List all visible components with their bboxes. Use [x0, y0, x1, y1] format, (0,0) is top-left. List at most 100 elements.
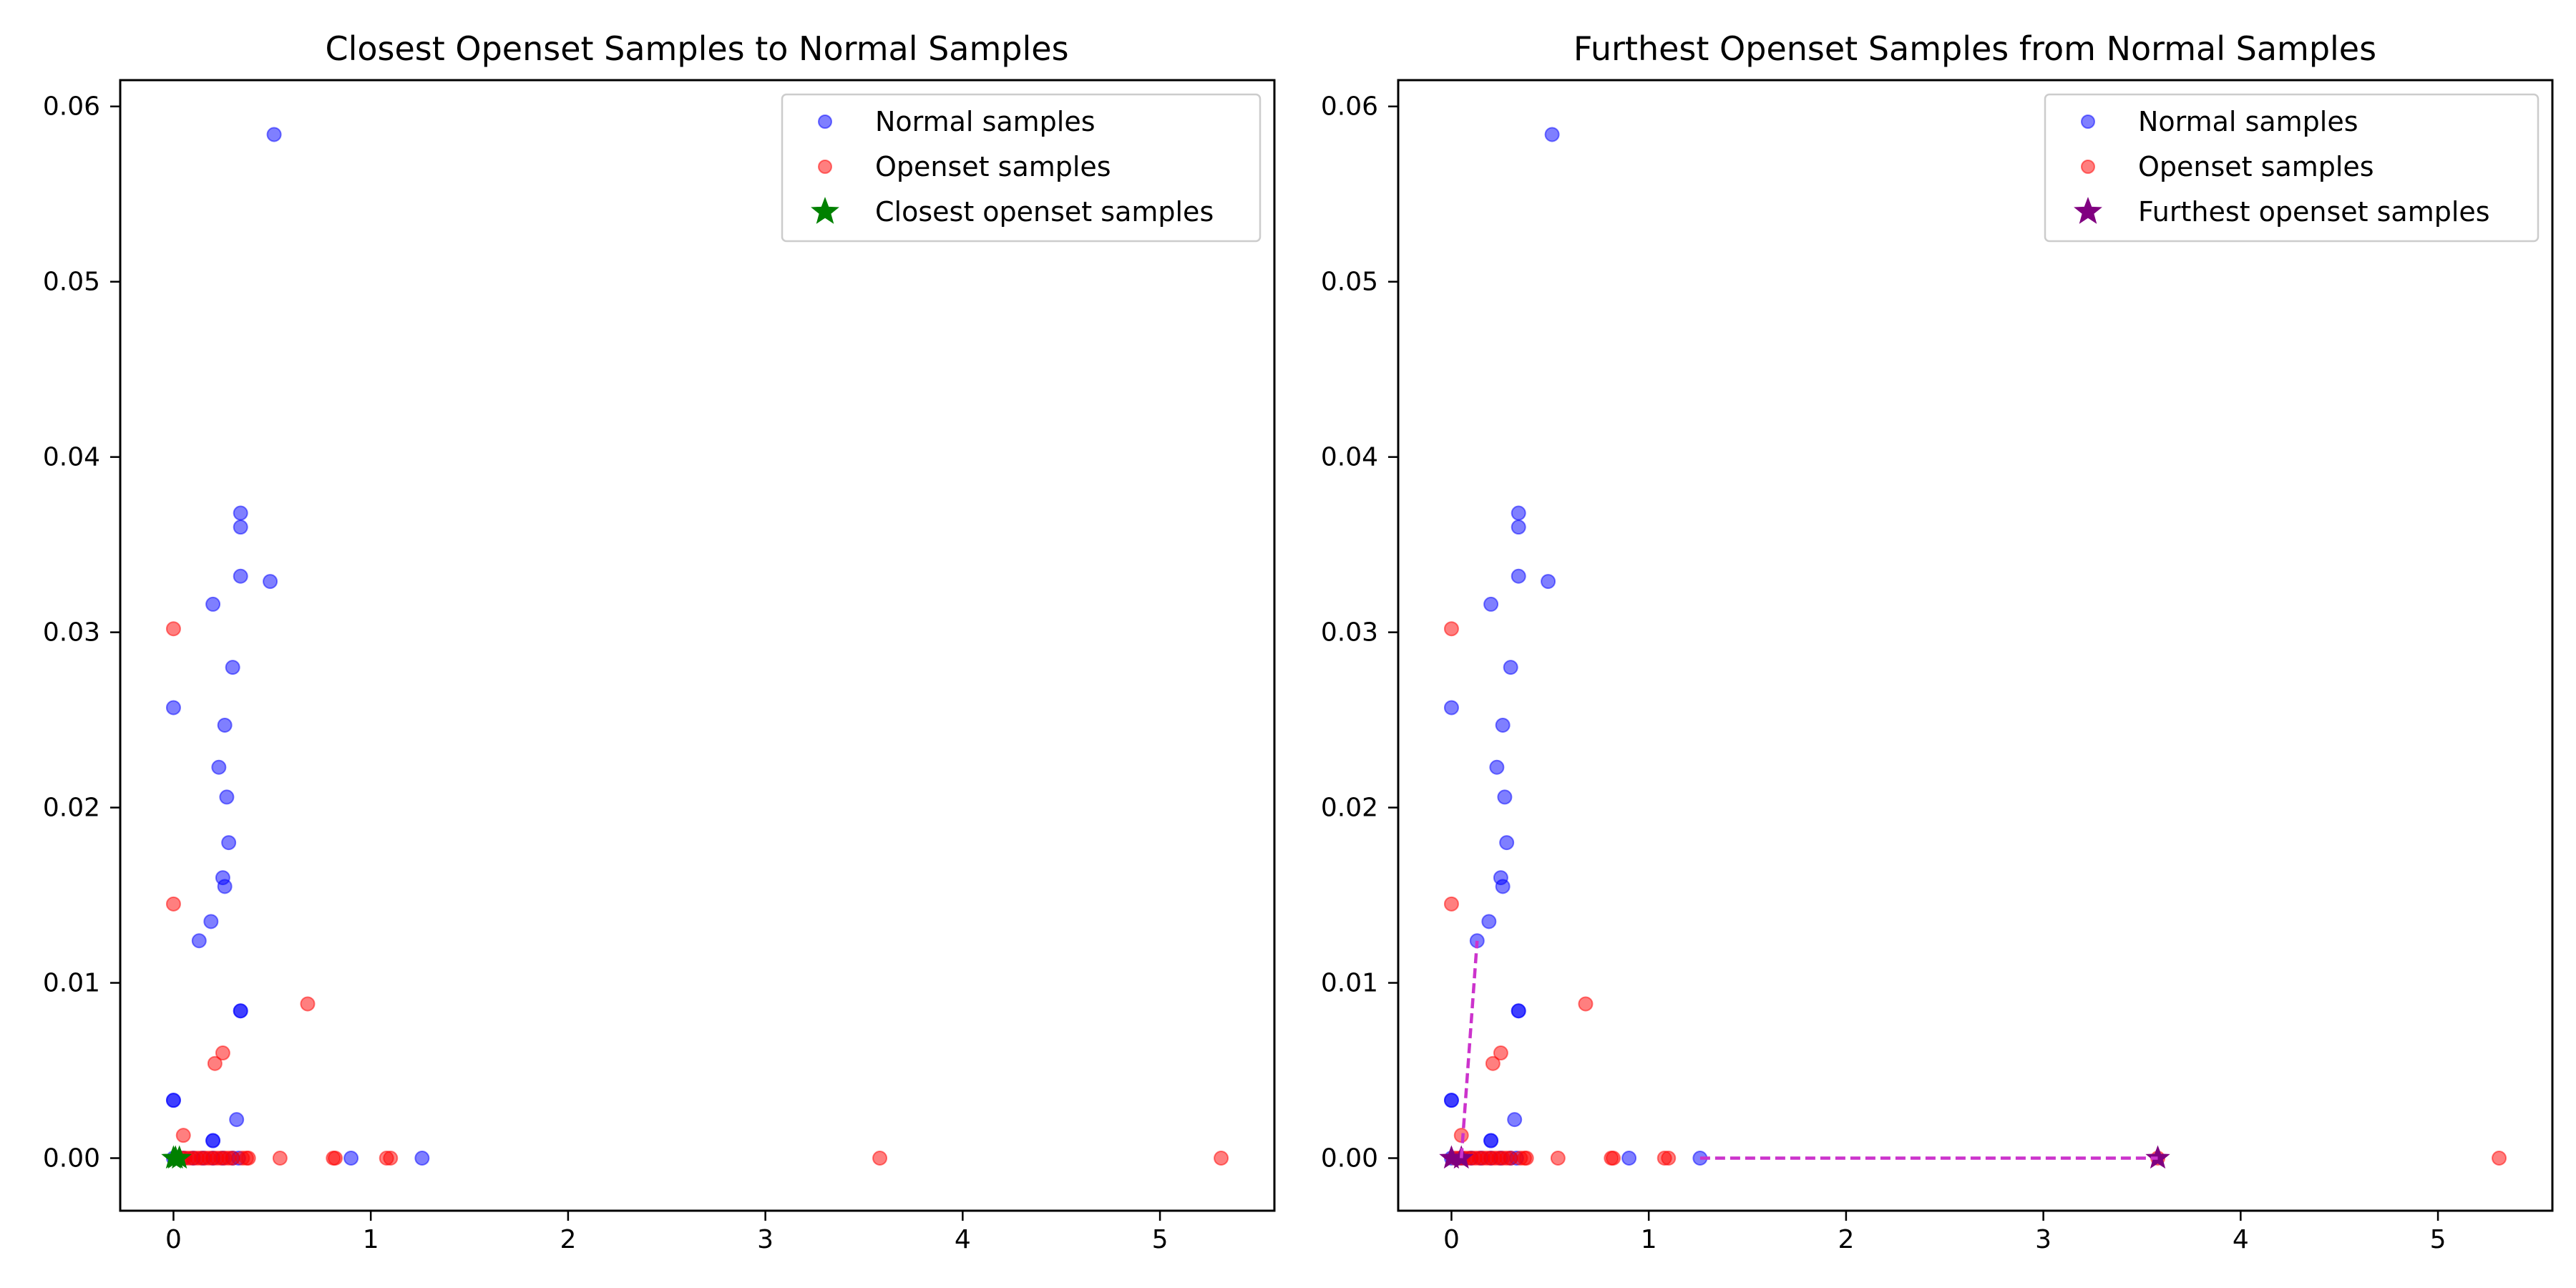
x-tick-label: 0: [165, 1225, 182, 1254]
legend-marker: [811, 197, 839, 224]
data-point: [272, 1151, 288, 1166]
data-point: [1483, 1133, 1499, 1148]
legend-label: Openset samples: [2138, 151, 2374, 182]
y-tick-label: 0.02: [1321, 794, 1378, 823]
y-tick-label: 0.03: [1321, 618, 1378, 648]
data-point: [343, 1151, 359, 1166]
data-point: [1578, 996, 1594, 1012]
x-tick-label: 0: [1443, 1225, 1460, 1254]
axes-frame: [1397, 79, 2554, 1212]
data-point: [1481, 914, 1497, 930]
data-point: [1541, 574, 1556, 590]
data-point: [1499, 835, 1515, 851]
legend-box: [781, 93, 1262, 243]
data-point: [1511, 568, 1526, 584]
data-point: [1511, 519, 1526, 535]
data-point: [1214, 1151, 1229, 1166]
data-point: [1497, 789, 1513, 805]
data-point: [229, 1112, 245, 1128]
legend-box: [2044, 93, 2540, 243]
x-tick-label: 3: [2035, 1225, 2051, 1254]
x-tick-label: 5: [1152, 1225, 1169, 1254]
chart-title: Closest Openset Samples to Normal Sample…: [325, 29, 1068, 68]
x-tick-label: 4: [955, 1225, 971, 1254]
chart-panel-left: Closest Openset Samples to Normal Sample…: [43, 29, 1276, 1254]
y-tick-label: 0.02: [43, 794, 100, 823]
data-point: [211, 759, 227, 775]
data-point: [165, 896, 181, 912]
legend-marker: [2081, 114, 2095, 129]
data-point: [1485, 1055, 1501, 1071]
legend-label: Closest openset samples: [875, 196, 1214, 228]
x-tick-label: 2: [1838, 1225, 1854, 1254]
data-point: [1493, 1045, 1508, 1061]
y-tick-label: 0.04: [43, 443, 100, 472]
legend-marker: [2081, 160, 2095, 174]
legend-marker: [818, 114, 832, 129]
legend-marker: [2074, 197, 2102, 224]
data-point: [1507, 1112, 1523, 1128]
y-tick-label: 0.05: [43, 268, 100, 297]
chart-title: Furthest Openset Samples from Normal Sam…: [1574, 29, 2376, 68]
data-point: [240, 1151, 256, 1166]
data-point: [205, 596, 221, 612]
x-tick-label: 3: [757, 1225, 774, 1254]
data-point: [300, 996, 316, 1012]
data-point: [207, 1055, 223, 1071]
data-point: [1443, 700, 1459, 716]
data-point: [217, 717, 233, 733]
data-point: [1518, 1151, 1534, 1166]
chart-panel-right: Furthest Openset Samples from Normal Sam…: [1321, 29, 2554, 1254]
data-point: [1511, 505, 1526, 521]
data-point: [2492, 1151, 2507, 1166]
legend-marker: [818, 160, 832, 174]
y-tick-label: 0.03: [43, 618, 100, 648]
legend: Normal samples Openset samples Closest ope…: [781, 93, 1262, 243]
data-point: [266, 127, 282, 142]
data-point: [414, 1151, 430, 1166]
data-point: [1489, 759, 1505, 775]
highlight-star-marker: [2145, 1145, 2170, 1169]
data-point: [383, 1151, 399, 1166]
data-point: [872, 1151, 888, 1166]
data-point: [225, 660, 240, 675]
data-point: [215, 1045, 230, 1061]
legend-label: Normal samples: [875, 106, 1096, 137]
data-point: [1443, 621, 1459, 637]
legend: Normal samples Openset samples Furthest op…: [2044, 93, 2540, 243]
data-point: [1503, 660, 1518, 675]
y-tick-label: 0.05: [1321, 268, 1378, 297]
data-point: [217, 879, 233, 894]
data-point: [1606, 1151, 1621, 1166]
y-tick-label: 0.01: [1321, 969, 1378, 998]
highlight-star-marker: [167, 1145, 192, 1169]
data-point: [233, 505, 248, 521]
x-tick-label: 1: [1641, 1225, 1657, 1254]
y-tick-label: 0.06: [1321, 92, 1378, 122]
data-point: [1443, 1093, 1459, 1108]
y-tick-label: 0.00: [1321, 1144, 1378, 1174]
data-point: [165, 621, 181, 637]
y-tick-label: 0.06: [43, 92, 100, 122]
data-point: [175, 1128, 191, 1143]
data-point: [1483, 596, 1499, 612]
y-tick-label: 0.01: [43, 969, 100, 998]
data-point: [203, 914, 219, 930]
y-tick-label: 0.04: [1321, 443, 1378, 472]
axes-frame: [119, 79, 1276, 1212]
data-point: [233, 1003, 248, 1019]
data-point: [219, 789, 235, 805]
data-point: [165, 700, 181, 716]
data-point: [1544, 127, 1560, 142]
data-point: [233, 568, 248, 584]
data-point: [1621, 1151, 1637, 1166]
data-point: [1661, 1151, 1677, 1166]
legend-label: Openset samples: [875, 151, 1111, 182]
data-point: [205, 1133, 221, 1148]
connection-line: [1459, 940, 1479, 1158]
data-point: [263, 574, 278, 590]
data-point: [165, 1093, 181, 1108]
data-point: [1443, 896, 1459, 912]
data-point: [1495, 717, 1511, 733]
